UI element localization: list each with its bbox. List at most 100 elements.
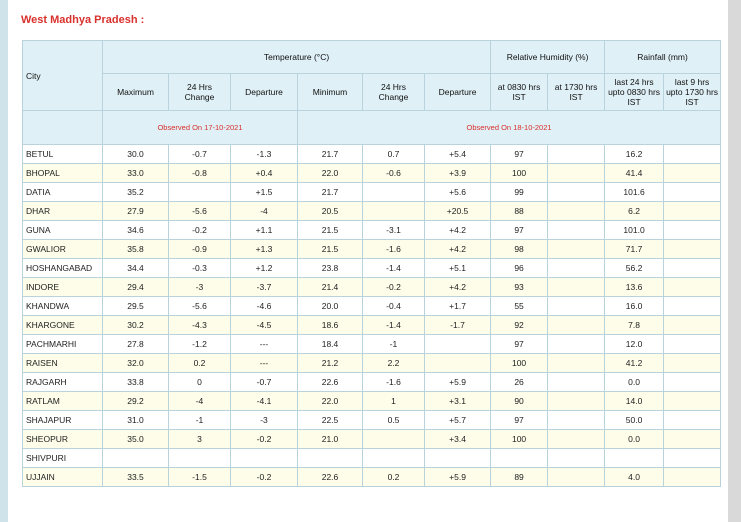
data-cell: 0.0 (604, 429, 665, 449)
data-cell: 0.0 (604, 372, 665, 392)
data-cell (362, 448, 425, 468)
table-row: BETUL 30.0 -0.7 -1.3 21.7 0.7 +5.4 97 16.2 (22, 144, 722, 164)
data-cell: 50.0 (604, 410, 665, 430)
data-cell: 16.0 (604, 296, 665, 316)
data-cell: -5.6 (168, 201, 231, 221)
data-cell (547, 182, 606, 202)
data-cell (168, 182, 231, 202)
table-row: KHARGONE 30.2 -4.3 -4.5 18.6 -1.4 -1.7 92 7.8 (22, 315, 722, 335)
data-cell: 97 (490, 334, 549, 354)
data-cell: -1.6 (362, 372, 425, 392)
data-cell: -1.4 (362, 258, 425, 278)
data-cell: 21.7 (297, 182, 363, 202)
data-cell: +4.2 (423, 239, 492, 259)
data-cell: 16.2 (604, 144, 665, 164)
data-cell: -0.2 (362, 277, 425, 297)
data-cell: 33.0 (102, 163, 169, 183)
header-cell: at 1730 hrs IST (547, 73, 606, 111)
data-cell (547, 258, 606, 278)
data-cell: 22.6 (297, 467, 363, 487)
data-cell: +1.2 (230, 258, 298, 278)
data-cell: 23.8 (297, 258, 363, 278)
city-cell: INDORE (22, 277, 103, 297)
data-cell (547, 315, 606, 335)
header-cell: Minimum (297, 73, 363, 111)
city-cell: SHEOPUR (22, 429, 103, 449)
data-cell: +5.6 (423, 182, 492, 202)
data-cell (362, 182, 425, 202)
data-cell (547, 353, 606, 373)
data-cell (547, 144, 606, 164)
data-cell: -0.7 (168, 144, 231, 164)
data-cell (297, 448, 363, 468)
data-cell: -3 (230, 410, 298, 430)
header-cell: Rainfall (mm) (604, 40, 722, 74)
header-cell: Maximum (102, 73, 169, 111)
data-cell: -1.2 (168, 334, 231, 354)
data-cell: +5.4 (423, 144, 492, 164)
data-cell (230, 448, 298, 468)
city-cell: GUNA (22, 220, 103, 240)
data-cell: 32.0 (102, 353, 169, 373)
data-cell: -4.5 (230, 315, 298, 335)
table-row: DHAR 27.9 -5.6 -4 20.5 +20.5 88 6.2 (22, 201, 722, 221)
data-cell (663, 296, 722, 316)
data-cell (547, 391, 606, 411)
data-cell: 29.2 (102, 391, 169, 411)
data-cell (547, 163, 606, 183)
data-cell: +1.5 (230, 182, 298, 202)
data-cell (547, 429, 606, 449)
table-row: INDORE 29.4 -3 -3.7 21.4 -0.2 +4.2 93 13.6 (22, 277, 722, 297)
header-cell: last 9 hrs upto 1730 hrs IST (663, 73, 722, 111)
header-cell: Relative Humidity (%) (490, 40, 606, 74)
city-cell: SHIVPURI (22, 448, 103, 468)
header-cell: Departure (230, 73, 298, 111)
data-cell: 33.8 (102, 372, 169, 392)
weather-table: City Temperature (°C) Relative Humidity … (22, 40, 722, 487)
table-row: UJJAIN 33.5 -1.5 -0.2 22.6 0.2 +5.9 89 4.0 (22, 467, 722, 487)
data-cell: -0.9 (168, 239, 231, 259)
observed-date: Observed On 18-10-2021 (296, 110, 722, 145)
table-row: GUNA 34.6 -0.2 +1.1 21.5 -3.1 +4.2 97 101.0 (22, 220, 722, 240)
data-cell (663, 182, 722, 202)
data-cell: -4 (230, 201, 298, 221)
data-cell: +3.1 (423, 391, 492, 411)
header-row: Maximum 24 Hrs Change Departure Minimum 24 H… (23, 73, 722, 111)
data-cell: 100 (490, 353, 549, 373)
table-row: DATIA 35.2 +1.5 21.7 +5.6 99 101.6 (22, 182, 722, 202)
data-cell (663, 429, 722, 449)
city-cell: DHAR (22, 201, 103, 221)
table-row: SHIVPURI (22, 448, 722, 468)
data-cell (547, 201, 606, 221)
data-cell: 33.5 (102, 467, 169, 487)
city-cell: SHAJAPUR (22, 410, 103, 430)
observed-date: Observed On 17-10-2021 (102, 110, 298, 145)
city-cell: BHOPAL (22, 163, 103, 183)
header-cell: Temperature (°C) (101, 40, 492, 74)
data-cell: +5.9 (423, 372, 492, 392)
data-cell: 29.4 (102, 277, 169, 297)
data-cell: 0.2 (168, 353, 231, 373)
city-cell: BETUL (22, 144, 103, 164)
data-cell: 12.0 (604, 334, 665, 354)
data-cell: 31.0 (102, 410, 169, 430)
data-cell: 35.0 (102, 429, 169, 449)
data-cell: 99 (490, 182, 549, 202)
data-cell: 35.8 (102, 239, 169, 259)
data-cell: 56.2 (604, 258, 665, 278)
data-cell: 41.4 (604, 163, 665, 183)
data-cell: 22.6 (297, 372, 363, 392)
data-cell: 20.5 (297, 201, 363, 221)
data-cell: -0.8 (168, 163, 231, 183)
header-cell: Departure (423, 73, 492, 111)
data-cell: 21.2 (297, 353, 363, 373)
data-cell: +1.7 (423, 296, 492, 316)
data-cell: 22.0 (297, 163, 363, 183)
data-cell: 1 (362, 391, 425, 411)
table-row: KHANDWA 29.5 -5.6 -4.6 20.0 -0.4 +1.7 55 16.0 (22, 296, 722, 316)
city-cell: RATLAM (22, 391, 103, 411)
data-cell: 21.5 (297, 220, 363, 240)
data-cell: -4.6 (230, 296, 298, 316)
header-cell (22, 110, 103, 145)
city-cell: HOSHANGABAD (22, 258, 103, 278)
